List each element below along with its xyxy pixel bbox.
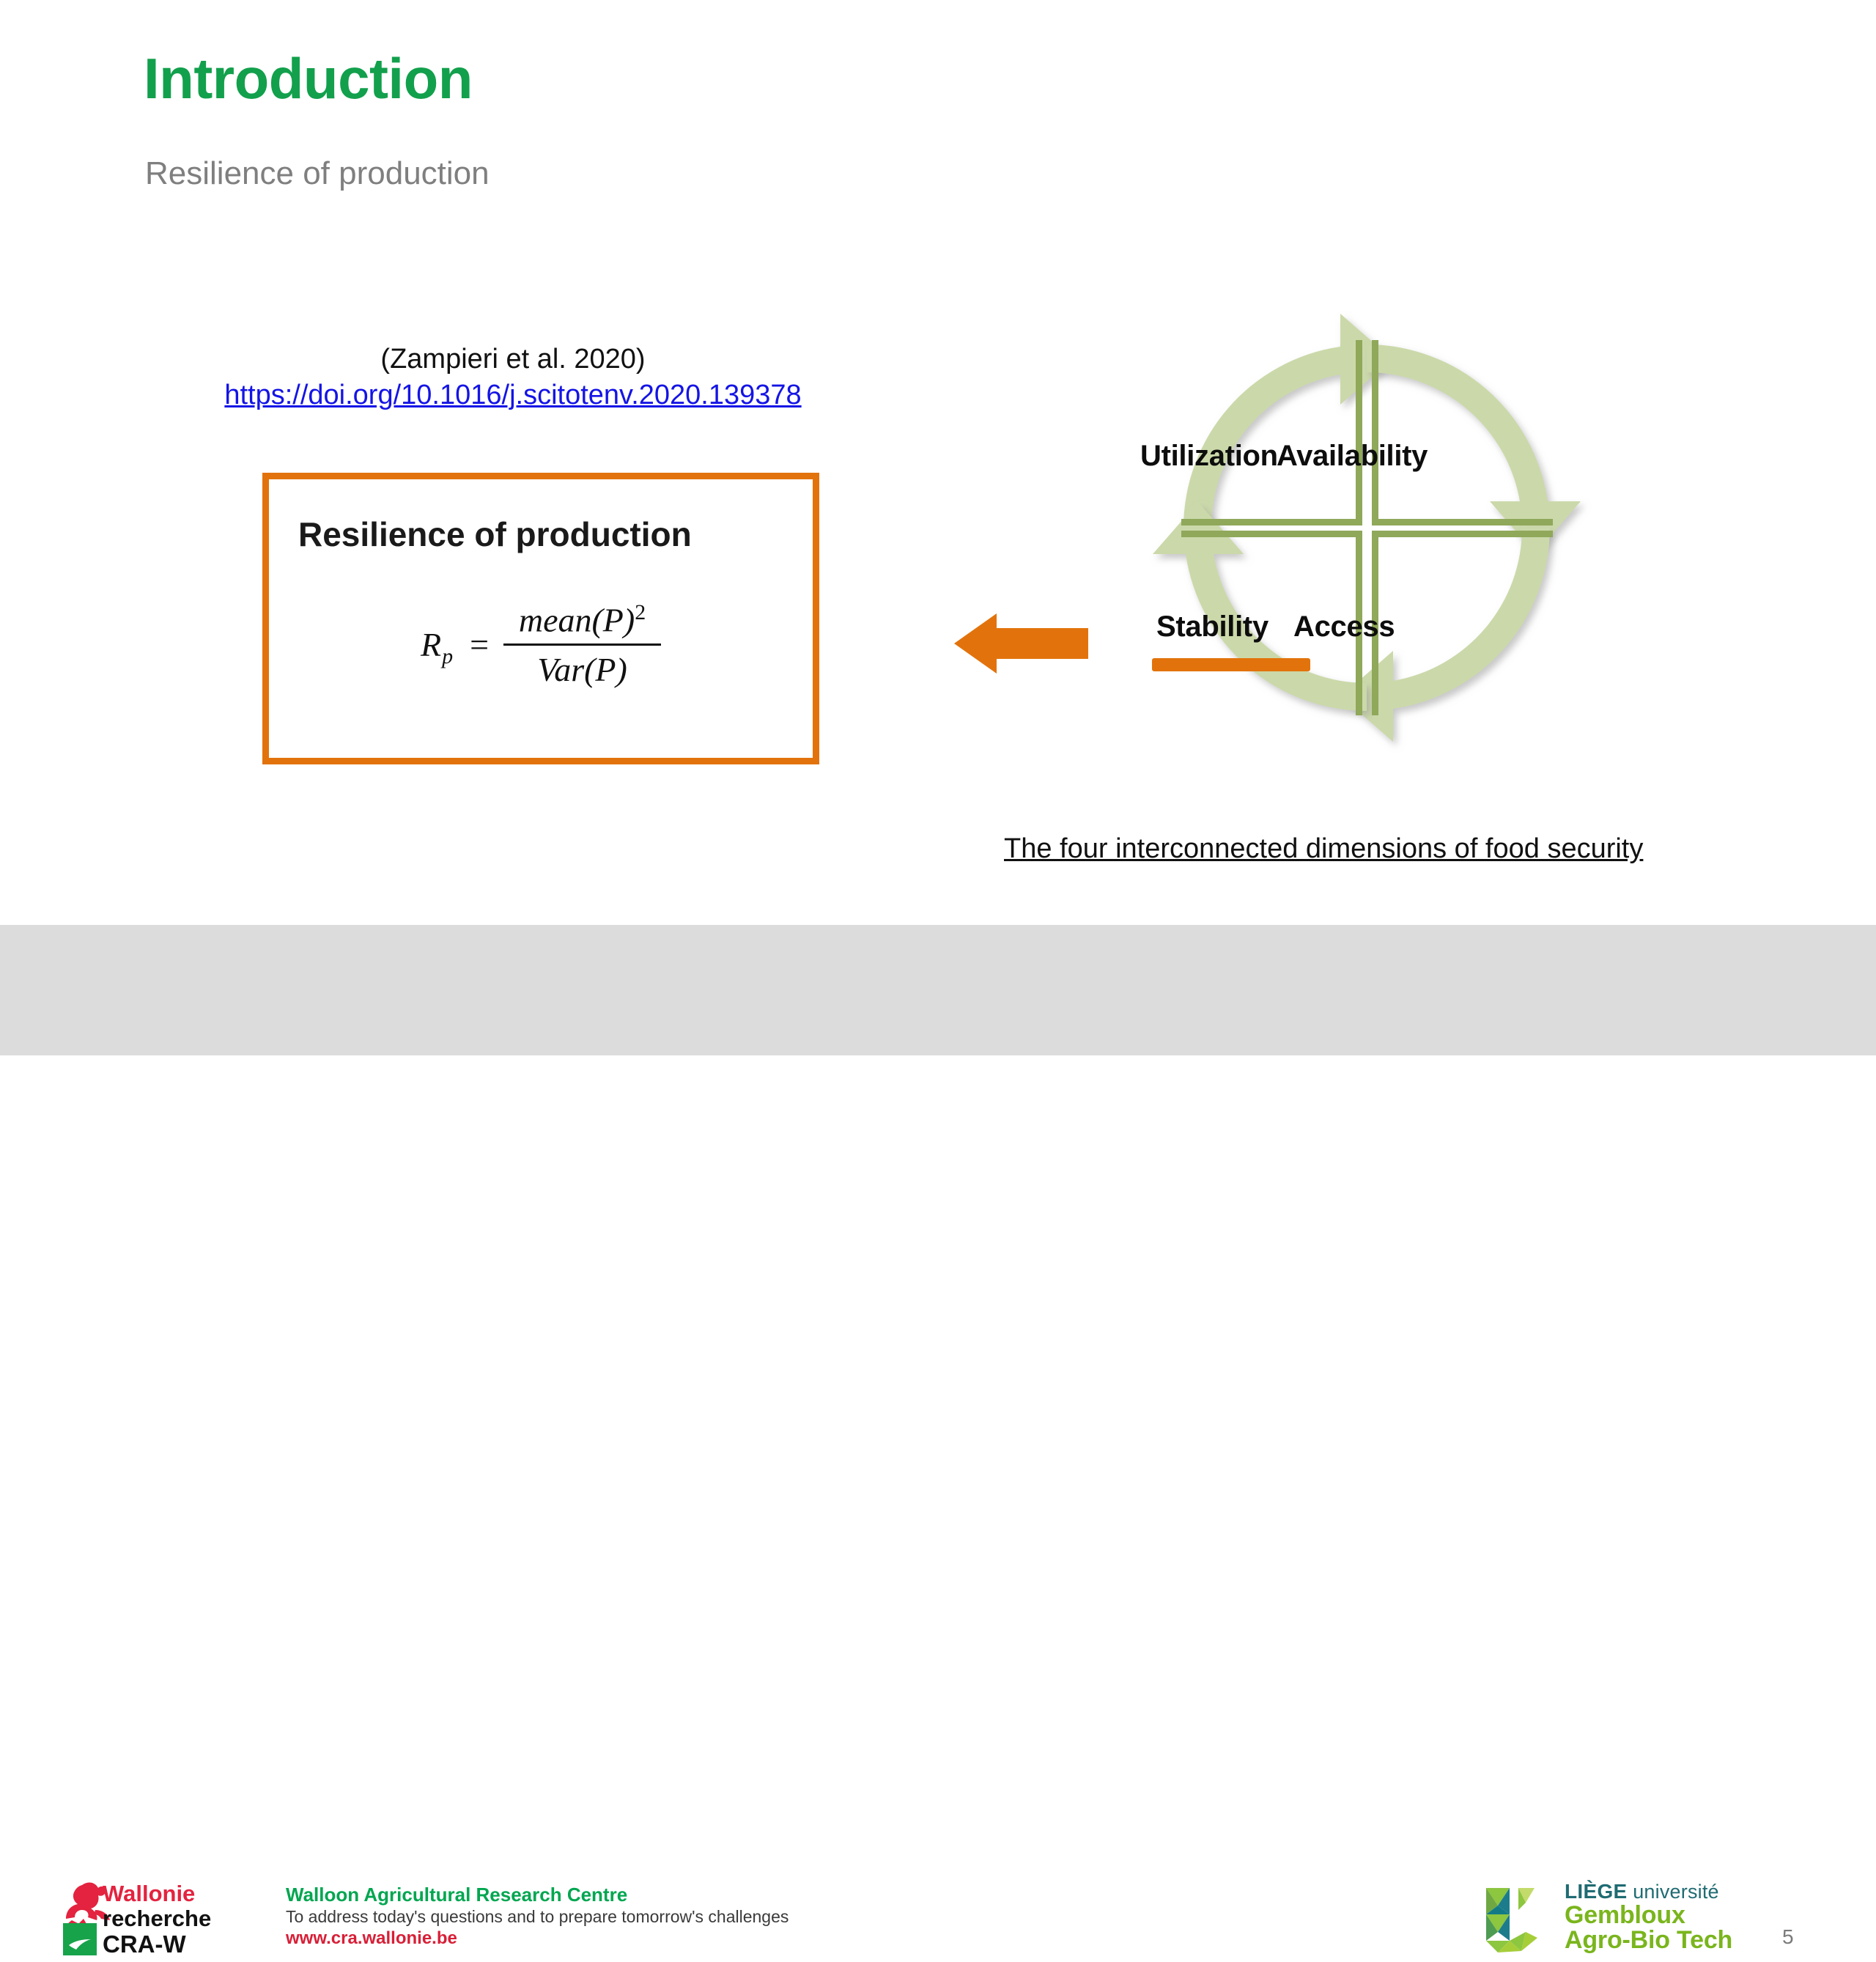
craw-logo-word-craw: CRA-W: [103, 1930, 186, 1957]
formula-lhs-subscript: p: [442, 644, 454, 669]
formula-numerator-text: mean(P): [518, 601, 635, 639]
uliege-universite-word: université: [1627, 1881, 1719, 1903]
quadrant-label-availability: Availability: [1277, 440, 1428, 472]
uliege-liege-word: LIÈGE: [1565, 1880, 1628, 1903]
food-security-cycle-diagram: Utilization Availability Stability Acces…: [1041, 196, 1788, 856]
quadrant-divider-lines: [1181, 340, 1553, 715]
formula-equals: =: [470, 626, 490, 664]
doi-link[interactable]: https://doi.org/10.1016/j.scitotenv.2020…: [224, 379, 802, 410]
formula-fraction: mean(P)2 Var(P): [503, 600, 662, 689]
craw-url[interactable]: www.cra.wallonie.be: [286, 1928, 457, 1948]
uliege-mosaic-mark: [1486, 1888, 1537, 1952]
formula-denominator: Var(P): [537, 651, 627, 689]
cycle-svg: [1153, 314, 1581, 742]
quadrant-label-access: Access: [1293, 611, 1395, 643]
uliege-gembloux-word: Gembloux: [1565, 1900, 1685, 1929]
orange-arrow-icon: [954, 613, 1088, 674]
uliege-line-1: LIÈGE université: [1565, 1881, 1732, 1903]
formula-fraction-bar: [503, 643, 662, 646]
craw-logo-word-recherche: recherche: [103, 1906, 211, 1931]
arc-arrow-top-left: [1183, 314, 1392, 528]
uliege-logo-icon: [1486, 1888, 1537, 1952]
uliege-agro-bio-tech-word: Agro-Bio Tech: [1565, 1926, 1733, 1955]
craw-name: Walloon Agricultural Research Centre: [286, 1884, 628, 1906]
craw-green-square: [63, 1923, 97, 1955]
uliege-text-block: LIÈGE université Gembloux Agro-Bio Tech: [1565, 1881, 1732, 1953]
arc-arrow-top-right: [1367, 344, 1581, 553]
citation-block: (Zampieri et al. 2020) https://doi.org/1…: [147, 343, 879, 412]
page-number: 5: [1782, 1925, 1794, 1948]
craw-logo-icon: Wallonie recherche CRA-W: [63, 1881, 211, 1958]
craw-tagline: To address today's questions and to prep…: [286, 1907, 789, 1927]
quadrant-label-stability: Stability: [1156, 611, 1268, 643]
uliege-logo: [1480, 1878, 1561, 1958]
arc-arrow-bottom-right: [1341, 528, 1550, 742]
page-title: Introduction: [144, 46, 473, 111]
stability-pointer-arrow: [953, 612, 1088, 675]
craw-logo: Wallonie recherche CRA-W: [57, 1878, 270, 1958]
slide-canvas: Introduction Resilience of production (Z…: [0, 46, 1876, 1958]
stability-highlight-bar: [1152, 658, 1310, 671]
page-subtitle: Resilience of production: [145, 155, 490, 191]
citation-reference: (Zampieri et al. 2020): [380, 344, 646, 375]
arc-arrow-bottom-left: [1153, 502, 1367, 711]
diagram-caption: The four interconnected dimensions of fo…: [1004, 833, 1644, 864]
craw-logo-word-wallonie: Wallonie: [103, 1881, 195, 1906]
craw-text-block: Walloon Agricultural Research Centre To …: [286, 1883, 789, 1950]
quadrant-label-utilization: Utilization: [1140, 440, 1278, 472]
formula-numerator-exponent: 2: [635, 600, 646, 624]
formula-lhs-symbol: R: [420, 626, 442, 664]
slide-footer: Wallonie recherche CRA-W Walloon Agricul…: [0, 925, 1876, 1958]
formula-heading: Resilience of production: [298, 515, 692, 553]
formula-numerator: mean(P)2: [512, 600, 653, 643]
